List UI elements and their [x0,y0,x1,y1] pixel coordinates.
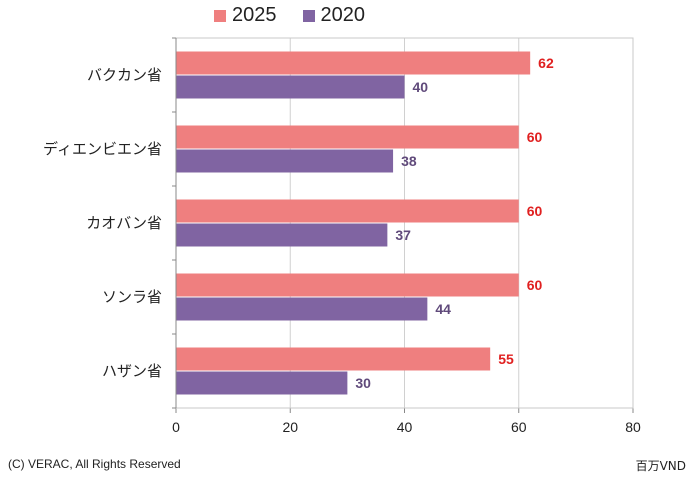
data-label: 60 [527,203,543,219]
bar-2020-1 [176,75,405,99]
legend-item-2025: 2025 [214,4,277,27]
legend-label-2025: 2025 [232,4,277,26]
legend: 2025 2020 [214,4,391,27]
legend-item-2020: 2020 [302,4,366,27]
data-label: 60 [527,129,543,145]
bar-2025-1 [176,51,531,75]
data-label: 62 [538,55,554,71]
data-label: 37 [395,227,411,243]
data-label: 55 [498,351,514,367]
category-label: ハザン省 [102,362,162,380]
legend-swatch-2020 [302,9,315,22]
bar-2020-2 [176,149,394,173]
x-tick-label: 0 [172,419,180,435]
legend-label-2020: 2020 [320,4,366,26]
x-tick-label: 40 [397,419,413,435]
bar-2020-4 [176,297,428,321]
data-label: 60 [527,277,543,293]
copyright-text: (C) VERAC, All Rights Reserved [8,457,181,471]
data-label: 44 [435,301,451,317]
x-tick-label: 60 [511,419,527,435]
category-label: ソンラ省 [102,288,162,306]
data-label: 38 [401,153,417,169]
bar-2025-4 [176,273,519,297]
bar-2025-3 [176,199,519,223]
x-tick-label: 20 [282,419,298,435]
data-label: 40 [413,79,429,95]
category-label: ディエンビエン省 [43,140,162,158]
category-label: カオバン省 [86,214,162,232]
bar-2020-5 [176,371,348,395]
category-label: バクカン省 [87,66,162,84]
x-tick-label: 80 [625,419,641,435]
unit-label: 百万VND [635,459,686,473]
legend-swatch-2025 [214,9,226,22]
bar-2020-3 [176,223,388,247]
bar-2025-2 [176,125,519,149]
bar-2025-5 [176,347,491,371]
data-label: 30 [355,375,371,391]
